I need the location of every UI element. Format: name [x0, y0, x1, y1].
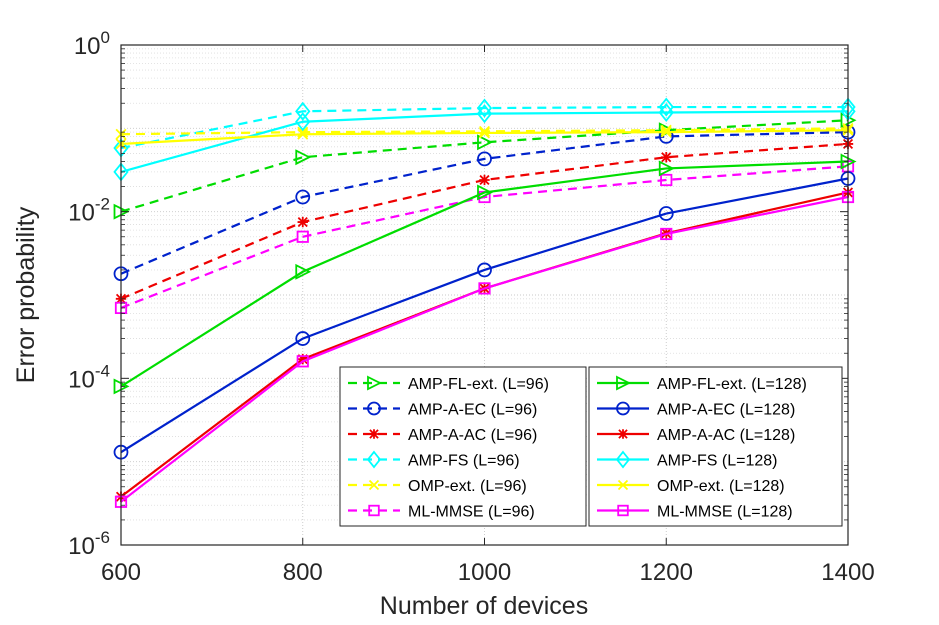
y-tick-label: 10-6	[68, 528, 110, 560]
legend-entry: AMP-FS (L=128)	[597, 450, 777, 470]
data-point-square	[296, 355, 309, 368]
series-line	[120, 160, 849, 388]
data-point-asterisk	[297, 353, 308, 365]
data-point-triangle-right	[295, 263, 312, 280]
data-point-triangle-right	[295, 149, 312, 166]
data-point-x	[660, 126, 672, 138]
data-point-asterisk	[479, 174, 490, 186]
legend-entry: AMP-FS (L=96)	[348, 450, 520, 470]
data-point-x	[297, 128, 309, 140]
x-tick-label: 800	[283, 559, 323, 586]
axes: 600 800 1000 1200 1400 10-6 10-4 10-2 100	[68, 28, 875, 586]
legend-box-left	[339, 366, 587, 527]
series-line	[120, 165, 849, 309]
data-point-diamond	[658, 102, 674, 123]
legend-marker-x	[368, 479, 380, 491]
legend-entry: ML-MMSE (L=96)	[348, 504, 535, 521]
data-point-triangle-right	[658, 160, 675, 177]
legend-label: AMP-A-AC (L=128)	[657, 427, 795, 444]
data-point-circle	[295, 331, 311, 346]
legend-label: AMP-FS (L=128)	[657, 453, 777, 470]
series-line	[120, 105, 848, 150]
legend-entry: AMP-A-EC (L=96)	[348, 402, 537, 419]
data-point-circle	[295, 189, 311, 205]
legend-entry: OMP-ext. (L=96)	[348, 478, 527, 495]
data-point-triangle-right	[477, 134, 494, 151]
legend-label: AMP-A-EC (L=128)	[657, 402, 795, 419]
legend-entry: AMP-FL-ext. (L=128)	[597, 375, 807, 393]
legend-marker-triangle-right	[616, 375, 632, 391]
legend-label: OMP-ext. (L=128)	[657, 478, 785, 495]
data-point-diamond	[295, 112, 311, 132]
x-tick-label: 1400	[821, 559, 874, 586]
legend: AMP-FL-ext. (L=96) AMP-A-EC (L=96) AMP-A-A…	[339, 366, 843, 527]
data-point-x	[478, 127, 491, 139]
data-point-diamond	[476, 104, 493, 124]
legend-marker-asterisk	[618, 429, 628, 439]
data-point-diamond	[295, 101, 311, 121]
y-tick-label: 10-2	[68, 195, 110, 227]
legend-marker-triangle-right	[367, 375, 383, 391]
x-tick-label: 1200	[640, 559, 693, 586]
data-point-square	[478, 282, 491, 295]
legend-marker-circle	[367, 401, 381, 416]
legend-label: ML-MMSE (L=96)	[408, 504, 535, 521]
data-point-circle	[658, 206, 674, 221]
data-point-x	[478, 125, 491, 137]
legend-entry: AMP-A-AC (L=128)	[597, 427, 795, 444]
x-axis-label: Number of devices	[380, 592, 588, 620]
series-line	[120, 131, 849, 275]
legend-box-right	[588, 366, 843, 527]
series-line	[120, 195, 849, 503]
data-point-x	[660, 124, 672, 136]
data-point-circle	[477, 151, 492, 167]
y-axis-label: Error probability	[12, 206, 40, 383]
data-point-square	[296, 230, 309, 243]
data-point-triangle-right	[477, 184, 494, 201]
legend-label: AMP-A-EC (L=96)	[408, 402, 537, 419]
legend-marker-x	[617, 479, 629, 491]
data-point-diamond	[658, 97, 674, 117]
data-point-circle	[477, 262, 492, 278]
legend-marker-diamond	[615, 450, 631, 469]
y-tick-label: 10-4	[68, 361, 110, 393]
legend-label: AMP-A-AC (L=96)	[408, 427, 537, 444]
y-tick-label: 100	[74, 28, 110, 60]
data-point-square	[660, 227, 673, 241]
legend-label: AMP-FS (L=96)	[408, 453, 520, 470]
legend-marker-square	[617, 504, 629, 517]
legend-entry: AMP-A-EC (L=128)	[597, 402, 795, 419]
legend-marker-square	[368, 504, 380, 517]
legend-entry: OMP-ext. (L=128)	[597, 478, 785, 495]
legend-label: AMP-FL-ext. (L=128)	[657, 376, 807, 393]
series-line	[120, 119, 849, 213]
x-tick-label: 600	[101, 559, 141, 586]
legend-entry: ML-MMSE (L=128)	[597, 504, 793, 521]
legend-label: ML-MMSE (L=128)	[657, 504, 793, 521]
data-point-asterisk	[661, 152, 672, 163]
x-tick-label: 1000	[458, 559, 511, 586]
data-point-asterisk	[297, 216, 308, 228]
series-line	[120, 177, 849, 454]
legend-entry: AMP-FL-ext. (L=96)	[348, 375, 549, 393]
data-point-square	[660, 173, 673, 187]
legend-marker-diamond	[366, 450, 382, 469]
legend-label: OMP-ext. (L=96)	[408, 478, 527, 495]
data-point-triangle-right	[658, 122, 675, 139]
legend-entry: AMP-A-AC (L=96)	[348, 427, 537, 444]
legend-label: AMP-FL-ext. (L=96)	[408, 376, 549, 393]
legend-marker-asterisk	[369, 429, 379, 439]
legend-marker-circle	[616, 401, 630, 416]
data-point-diamond	[476, 98, 493, 118]
